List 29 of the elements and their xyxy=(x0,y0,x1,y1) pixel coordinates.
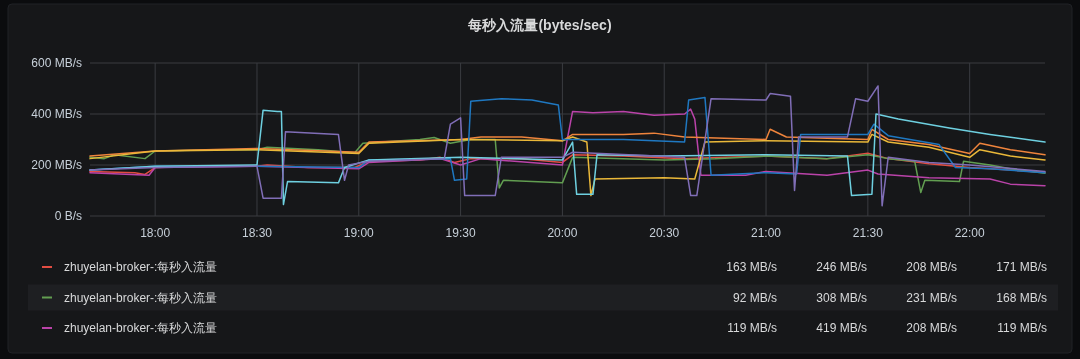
text: 208 MB/s xyxy=(906,260,957,274)
y-tick-label: 200 MB/s xyxy=(31,158,82,172)
x-tick-label: 19:00 xyxy=(343,226,375,240)
x-tick-label: 21:00 xyxy=(751,226,782,240)
x-tick-label: 20:30 xyxy=(649,226,680,240)
text: 119 MB/s xyxy=(997,321,1047,335)
y-tick-label: 0 B/s xyxy=(54,209,82,223)
legend-label: zhuyelan-broker-:每秒入流量 xyxy=(64,260,218,274)
text: 231 MB/s xyxy=(906,290,957,305)
legend-label: zhuyelan-broker-:每秒入流量 xyxy=(64,290,218,305)
x-tick-label: 22:00 xyxy=(954,226,985,240)
text: 308 MB/s xyxy=(816,290,867,305)
legend-label: zhuyelan-broker-:每秒入流量 xyxy=(64,321,218,335)
x-tick-label: 21:30 xyxy=(852,226,884,240)
y-tick-label: 600 MB/s xyxy=(31,56,82,70)
text: 168 MB/s xyxy=(996,290,1047,305)
text: 246 MB/s xyxy=(816,260,867,274)
x-tick-label: 18:30 xyxy=(241,226,273,240)
x-tick-label: 19:30 xyxy=(445,226,476,240)
text: 92 MB/s xyxy=(732,290,777,305)
x-tick-label: 18:00 xyxy=(140,226,171,240)
text: 171 MB/s xyxy=(996,260,1047,274)
text: 419 MB/s xyxy=(816,321,867,335)
text: 163 MB/s xyxy=(726,260,777,274)
text: 119 MB/s xyxy=(727,321,777,335)
chart-title: 每秒入流量(bytes/sec) xyxy=(467,17,612,33)
text: 208 MB/s xyxy=(906,321,957,335)
y-tick-label: 400 MB/s xyxy=(31,107,82,121)
x-tick-label: 20:00 xyxy=(547,226,578,240)
